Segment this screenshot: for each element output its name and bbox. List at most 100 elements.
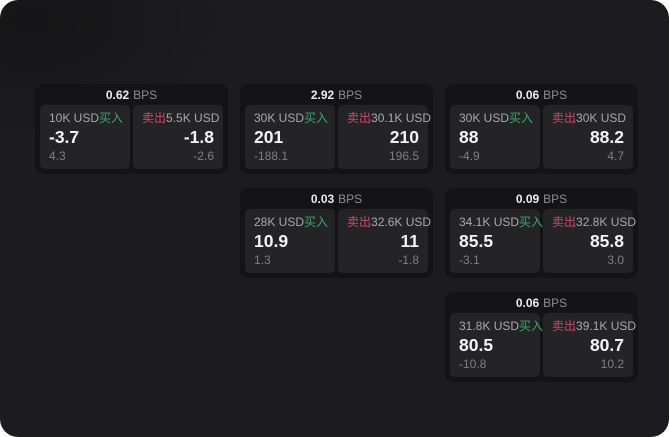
sell-panel[interactable]: 卖出 5.5K USD -1.8 -2.6 [133, 105, 223, 169]
sell-price: 210 [389, 127, 419, 147]
quotes-grid: 0.62 BPS 10K USD 买入 -3.7 4.3 卖出 5.5K USD… [35, 84, 638, 382]
quote-card: 0.03 BPS 28K USD 买入 10.9 1.3 卖出 32.6K US… [240, 188, 433, 278]
buy-panel[interactable]: 30K USD 买入 88 -4.9 [450, 105, 540, 169]
card-header: 0.06 BPS [445, 292, 638, 313]
quote-panels: 10K USD 买入 -3.7 4.3 卖出 5.5K USD -1.8 -2.… [35, 105, 228, 174]
quote-panels: 30K USD 买入 201 -188.1 卖出 30.1K USD 210 1… [240, 105, 433, 174]
buy-delta: 4.3 [49, 149, 66, 163]
quote-panels: 31.8K USD 买入 80.5 -10.8 卖出 39.1K USD 80.… [445, 313, 638, 382]
sell-price: 88.2 [589, 127, 624, 147]
buy-panel-header: 30K USD 买入 [459, 111, 534, 125]
buy-panel-header: 10K USD 买入 [49, 111, 124, 125]
sell-panel[interactable]: 卖出 39.1K USD 80.7 10.2 [543, 313, 636, 377]
sell-side-label: 卖出 [552, 215, 577, 229]
quotes-column-3: 0.06 BPS 30K USD 买入 88 -4.9 卖出 30K USD 8… [445, 84, 638, 382]
sell-panel[interactable]: 卖出 32.6K USD 11 -1.8 [338, 209, 431, 273]
sell-price: -1.8 [183, 127, 214, 147]
sell-delta: 4.7 [607, 149, 624, 163]
bps-unit-label: BPS [543, 87, 568, 102]
sell-amount: 39.1K USD [576, 319, 637, 333]
sell-delta: -2.6 [193, 149, 214, 163]
card-header: 0.06 BPS [445, 84, 638, 105]
quote-card: 0.62 BPS 10K USD 买入 -3.7 4.3 卖出 5.5K USD… [35, 84, 228, 174]
sell-amount: 30K USD [576, 111, 627, 125]
buy-delta: -10.8 [459, 357, 487, 371]
sell-panel-header: 卖出 30K USD [552, 111, 627, 125]
bps-value: 2.92 [310, 87, 335, 102]
quote-panels: 30K USD 买入 88 -4.9 卖出 30K USD 88.2 4.7 [445, 105, 638, 174]
buy-price: 85.5 [459, 231, 494, 251]
buy-panel[interactable]: 31.8K USD 买入 80.5 -10.8 [450, 313, 543, 377]
buy-side-label: 买入 [99, 111, 124, 125]
buy-delta: 1.3 [254, 253, 271, 267]
sell-panel-header: 卖出 32.6K USD [347, 215, 431, 229]
buy-panel[interactable]: 30K USD 买入 201 -188.1 [245, 105, 335, 169]
sell-panel-header: 卖出 5.5K USD [142, 111, 219, 125]
sell-side-label: 卖出 [347, 111, 372, 125]
sell-side-label: 卖出 [552, 319, 577, 333]
buy-panel-header: 30K USD 买入 [254, 111, 329, 125]
buy-panel[interactable]: 28K USD 买入 10.9 1.3 [245, 209, 335, 273]
sell-amount: 30.1K USD [371, 111, 432, 125]
buy-amount: 30K USD [254, 111, 305, 125]
buy-panel[interactable]: 34.1K USD 买入 85.5 -3.1 [450, 209, 543, 273]
bps-value: 0.62 [105, 87, 130, 102]
buy-side-label: 买入 [519, 319, 544, 333]
sell-side-label: 卖出 [552, 111, 577, 125]
sell-panel-header: 卖出 32.8K USD [552, 215, 636, 229]
bps-value: 0.06 [515, 87, 540, 102]
buy-panel-header: 31.8K USD 买入 [459, 319, 543, 333]
buy-amount: 31.8K USD [459, 319, 520, 333]
buy-delta: -4.9 [459, 149, 480, 163]
sell-amount: 32.6K USD [371, 215, 432, 229]
sell-panel[interactable]: 卖出 32.8K USD 85.8 3.0 [543, 209, 636, 273]
sell-amount: 32.8K USD [576, 215, 637, 229]
bps-value: 0.09 [515, 191, 540, 206]
quote-card: 0.09 BPS 34.1K USD 买入 85.5 -3.1 卖出 32.8K… [445, 188, 638, 278]
quote-panels: 28K USD 买入 10.9 1.3 卖出 32.6K USD 11 -1.8 [240, 209, 433, 278]
quotes-column-1: 0.62 BPS 10K USD 买入 -3.7 4.3 卖出 5.5K USD… [35, 84, 228, 382]
card-header: 0.09 BPS [445, 188, 638, 209]
bps-unit-label: BPS [338, 191, 363, 206]
sell-side-label: 卖出 [347, 215, 372, 229]
buy-delta: -3.1 [459, 253, 480, 267]
buy-price: 201 [254, 127, 284, 147]
bps-unit-label: BPS [543, 191, 568, 206]
buy-price: 88 [459, 127, 479, 147]
buy-side-label: 买入 [304, 215, 329, 229]
buy-panel-header: 34.1K USD 买入 [459, 215, 543, 229]
quote-panels: 34.1K USD 买入 85.5 -3.1 卖出 32.8K USD 85.8… [445, 209, 638, 278]
buy-side-label: 买入 [304, 111, 329, 125]
sell-delta: 196.5 [388, 149, 419, 163]
buy-price: -3.7 [49, 127, 80, 147]
bps-value: 0.03 [310, 191, 335, 206]
quote-card: 2.92 BPS 30K USD 买入 201 -188.1 卖出 30.1K … [240, 84, 433, 174]
quotes-column-2: 2.92 BPS 30K USD 买入 201 -188.1 卖出 30.1K … [240, 84, 433, 382]
buy-amount: 34.1K USD [459, 215, 520, 229]
buy-amount: 28K USD [254, 215, 305, 229]
buy-amount: 10K USD [49, 111, 100, 125]
quote-card: 0.06 BPS 30K USD 买入 88 -4.9 卖出 30K USD 8… [445, 84, 638, 174]
sell-panel-header: 卖出 30.1K USD [347, 111, 431, 125]
sell-panel[interactable]: 卖出 30K USD 88.2 4.7 [543, 105, 633, 169]
buy-price: 10.9 [254, 231, 289, 251]
sell-side-label: 卖出 [142, 111, 167, 125]
buy-side-label: 买入 [519, 215, 544, 229]
card-header: 0.62 BPS [35, 84, 228, 105]
sell-price: 80.7 [589, 335, 624, 355]
buy-amount: 30K USD [459, 111, 510, 125]
buy-panel[interactable]: 10K USD 买入 -3.7 4.3 [40, 105, 130, 169]
sell-price: 85.8 [589, 231, 624, 251]
card-header: 0.03 BPS [240, 188, 433, 209]
buy-price: 80.5 [459, 335, 494, 355]
quote-card: 0.06 BPS 31.8K USD 买入 80.5 -10.8 卖出 39.1… [445, 292, 638, 382]
buy-delta: -188.1 [254, 149, 289, 163]
sell-panel[interactable]: 卖出 30.1K USD 210 196.5 [338, 105, 431, 169]
sell-delta: 3.0 [607, 253, 624, 267]
sell-panel-header: 卖出 39.1K USD [552, 319, 636, 333]
buy-panel-header: 28K USD 买入 [254, 215, 329, 229]
sell-price: 11 [400, 231, 420, 251]
buy-side-label: 买入 [509, 111, 534, 125]
card-header: 2.92 BPS [240, 84, 433, 105]
